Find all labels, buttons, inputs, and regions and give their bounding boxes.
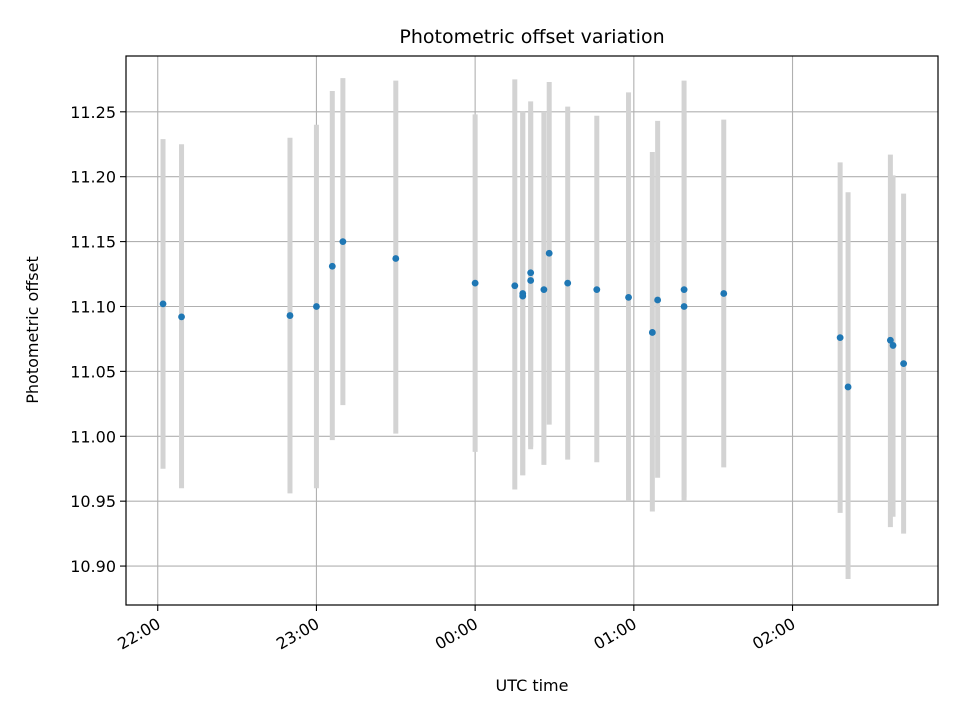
data-point	[564, 279, 572, 287]
y-tick-label: 11.10	[70, 297, 116, 316]
data-point	[720, 290, 728, 297]
data-point	[392, 255, 400, 262]
data-point	[654, 296, 662, 304]
data-point	[286, 312, 294, 319]
data-point	[844, 383, 852, 391]
x-tick-label: 01:00	[590, 614, 639, 654]
y-tick-label: 10.95	[70, 492, 116, 511]
data-point	[889, 342, 897, 349]
plot-frame	[125, 55, 939, 606]
data-point	[313, 303, 320, 310]
data-point	[836, 334, 844, 342]
chart-title: Photometric offset variation	[399, 26, 664, 48]
y-tick-label: 10.90	[70, 557, 116, 576]
data-point	[680, 303, 688, 310]
x-tick-label: 02:00	[749, 614, 798, 654]
data-point	[511, 282, 519, 290]
data-point	[527, 277, 535, 284]
data-point	[900, 360, 908, 367]
data-point	[339, 238, 347, 245]
y-axis-ticks: 10.90 10.95 11.00 11.05 11.10 11.15 11.20 11.25	[70, 103, 126, 576]
data-point	[178, 313, 185, 321]
data-point	[540, 286, 548, 294]
data-point	[625, 294, 632, 301]
x-axis-title: UTC time	[496, 676, 569, 695]
x-tick-label: 23:00	[273, 614, 322, 654]
y-tick-label: 11.00	[70, 427, 116, 446]
data-point	[680, 286, 688, 294]
data-points	[159, 238, 908, 391]
data-point	[519, 292, 527, 300]
data-point	[545, 249, 553, 257]
data-point	[527, 269, 535, 277]
data-point	[593, 286, 601, 294]
data-point	[328, 262, 336, 270]
x-axis-ticks: 22:00 23:00 00:00 01:00 02:00	[114, 605, 799, 654]
x-tick-label: 00:00	[432, 614, 481, 654]
x-tick-label: 22:00	[114, 614, 163, 654]
y-tick-label: 11.20	[70, 168, 116, 187]
y-tick-label: 11.15	[70, 233, 116, 252]
y-tick-label: 11.05	[70, 362, 116, 381]
data-point	[471, 279, 479, 287]
data-point	[648, 329, 656, 336]
y-axis-title: Photometric offset	[23, 256, 42, 404]
data-point	[886, 336, 894, 344]
data-point	[159, 300, 167, 308]
y-tick-label: 11.25	[70, 103, 116, 122]
